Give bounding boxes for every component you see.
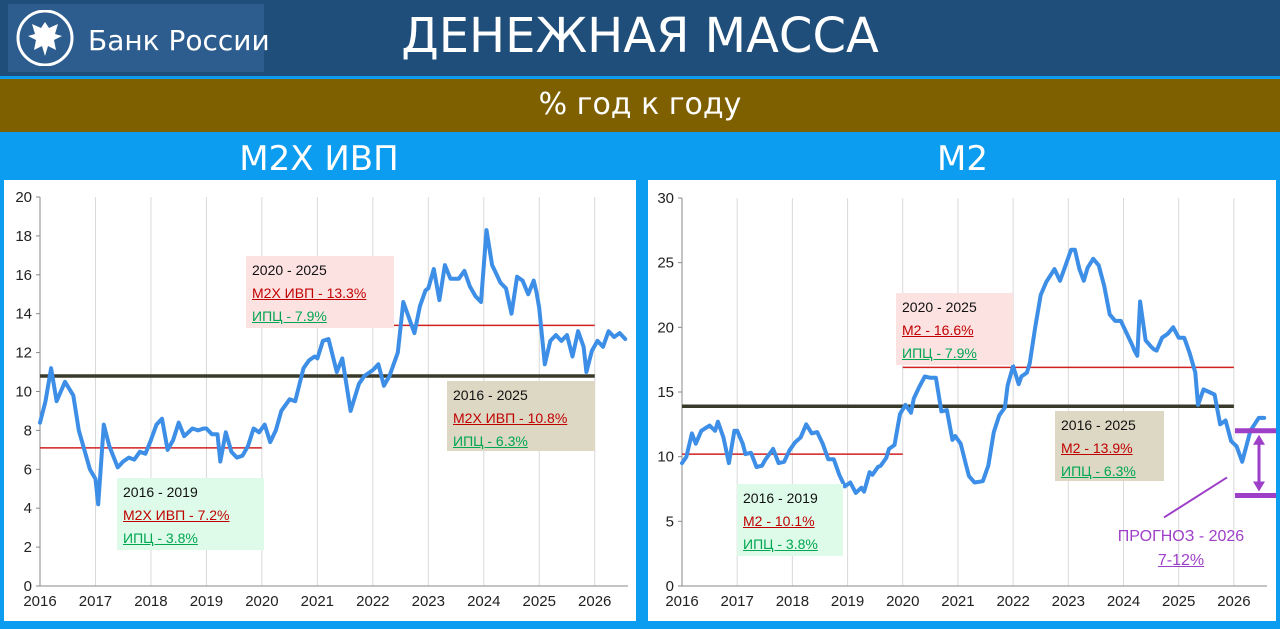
annotation-period: 2020 - 2025 bbox=[252, 262, 327, 278]
x-tick-label: 2019 bbox=[190, 593, 223, 610]
subtitle-bar: % год к году bbox=[0, 79, 1280, 132]
right-panel-title: M2 bbox=[937, 139, 988, 179]
y-tick-label: 0 bbox=[24, 578, 32, 595]
m2x-chart-svg: 2016 2017 2018 2019 2020 2021 2022 2023 2024 2025… bbox=[15, 189, 628, 610]
y-tick-label: 12 bbox=[15, 345, 32, 362]
y-tick-label: 15 bbox=[657, 384, 674, 401]
header-bar: Банк России ДЕНЕЖНАЯ МАССА bbox=[0, 0, 1280, 76]
x-tick-label: 2023 bbox=[1052, 593, 1085, 610]
annotation-cpi-value: ИПЦ - 7.9% bbox=[902, 345, 977, 361]
x-tick-label: 2018 bbox=[134, 593, 167, 610]
y-tick-label: 18 bbox=[15, 228, 32, 245]
double-headed-eagle-icon bbox=[16, 10, 74, 66]
x-tick-label: 2025 bbox=[1162, 593, 1195, 610]
y-tick-label: 14 bbox=[15, 306, 32, 323]
annotation-2016-2019: 2016 - 2019 M2X ИВП - 7.2% ИПЦ - 3.8% bbox=[117, 478, 264, 550]
x-tick-label: 2022 bbox=[996, 593, 1029, 610]
series-line bbox=[38, 228, 628, 507]
annotation-2020-2025: 2020 - 2025 M2 - 16.6% ИПЦ - 7.9% bbox=[896, 293, 1013, 365]
annotation-2016-2019: 2016 - 2019 M2 - 10.1% ИПЦ - 3.8% bbox=[737, 484, 843, 556]
m2x-chart: 2016 2017 2018 2019 2020 2021 2022 2023 2024 2025… bbox=[4, 180, 636, 621]
annotation-period: 2016 - 2025 bbox=[1061, 417, 1136, 433]
annotation-m-value: M2X ИВП - 7.2% bbox=[123, 507, 230, 523]
left-panel-title: M2X ИВП bbox=[239, 139, 399, 179]
annotation-period: 2016 - 2025 bbox=[453, 387, 528, 403]
y-tick-label: 2 bbox=[24, 539, 32, 556]
annotation-period: 2016 - 2019 bbox=[743, 490, 818, 506]
annotation-m-value: M2 - 16.6% bbox=[902, 322, 974, 338]
annotation-2020-2025: 2020 - 2025 M2X ИВП - 13.3% ИПЦ - 7.9% bbox=[246, 256, 394, 328]
annotation-period: 2020 - 2025 bbox=[902, 299, 977, 315]
x-tick-label: 2026 bbox=[578, 593, 611, 610]
y-tick-label: 20 bbox=[657, 319, 674, 336]
annotation-period: 2016 - 2019 bbox=[123, 484, 198, 500]
bank-logo[interactable]: Банк России bbox=[8, 4, 270, 72]
x-tick-label: 2017 bbox=[79, 593, 112, 610]
y-tick-label: 8 bbox=[24, 422, 32, 439]
y-tick-label: 10 bbox=[15, 384, 32, 401]
annotation-m-value: M2 - 13.9% bbox=[1061, 440, 1133, 456]
y-tick-label: 30 bbox=[657, 190, 674, 207]
x-tick-label: 2016 bbox=[23, 593, 56, 610]
annotation-cpi-value: ИПЦ - 3.8% bbox=[123, 530, 198, 546]
x-tick-label: 2021 bbox=[301, 593, 334, 610]
annotation-cpi-value: ИПЦ - 6.3% bbox=[453, 433, 528, 449]
annotation-cpi-value: ИПЦ - 3.8% bbox=[743, 536, 818, 552]
y-tick-label: 20 bbox=[15, 189, 32, 206]
annotation-m-value: M2X ИВП - 13.3% bbox=[252, 285, 367, 301]
forecast-arrow-up bbox=[1253, 434, 1265, 445]
m2-chart: 2016 2017 2018 2019 2020 2021 2022 2023 2024 2025… bbox=[648, 180, 1276, 621]
forecast-range: 7-12% bbox=[1157, 552, 1205, 569]
page-subtitle: % год к году bbox=[538, 87, 742, 122]
annotation-m-value: M2 - 10.1% bbox=[743, 513, 815, 529]
forecast-arrow-down bbox=[1253, 481, 1265, 492]
annotation-2016-2025: 2016 - 2025 M2X ИВП - 10.8% ИПЦ - 6.3% bbox=[447, 381, 595, 451]
x-tick-label: 2016 bbox=[665, 593, 698, 610]
forecast-annotation: ПРОГНОЗ - 2026 7-12% bbox=[1106, 525, 1256, 573]
x-tick-label: 2020 bbox=[245, 593, 278, 610]
annotation-2016-2025: 2016 - 2025 M2 - 13.9% ИПЦ - 6.3% bbox=[1055, 411, 1164, 481]
forecast-label: ПРОГНОЗ - 2026 bbox=[1117, 528, 1245, 545]
annotation-m-value: M2X ИВП - 10.8% bbox=[453, 410, 568, 426]
logo-text: Банк России bbox=[88, 24, 270, 57]
y-tick-label: 10 bbox=[657, 449, 674, 466]
m2-chart-svg: 2016 2017 2018 2019 2020 2021 2022 2023 2024 2025… bbox=[657, 190, 1276, 610]
x-tick-label: 2019 bbox=[831, 593, 864, 610]
x-tick-label: 2025 bbox=[523, 593, 556, 610]
y-tick-label: 6 bbox=[24, 461, 32, 478]
forecast-pointer bbox=[1163, 476, 1228, 519]
y-tick-label: 5 bbox=[666, 513, 674, 530]
page-title: ДЕНЕЖНАЯ МАССА bbox=[401, 8, 879, 64]
x-tick-label: 2026 bbox=[1217, 593, 1250, 610]
annotation-cpi-value: ИПЦ - 7.9% bbox=[252, 308, 327, 324]
annotation-cpi-value: ИПЦ - 6.3% bbox=[1061, 463, 1136, 479]
x-tick-label: 2023 bbox=[412, 593, 445, 610]
x-tick-label: 2020 bbox=[886, 593, 919, 610]
x-tick-label: 2018 bbox=[776, 593, 809, 610]
x-tick-label: 2024 bbox=[467, 593, 500, 610]
series-line bbox=[680, 247, 1267, 495]
y-tick-label: 4 bbox=[24, 500, 32, 517]
x-tick-label: 2021 bbox=[941, 593, 974, 610]
x-tick-label: 2024 bbox=[1107, 593, 1140, 610]
y-tick-label: 25 bbox=[657, 255, 674, 272]
x-tick-label: 2017 bbox=[721, 593, 754, 610]
x-tick-label: 2022 bbox=[356, 593, 389, 610]
y-tick-label: 0 bbox=[666, 578, 674, 595]
y-tick-label: 16 bbox=[15, 267, 32, 284]
